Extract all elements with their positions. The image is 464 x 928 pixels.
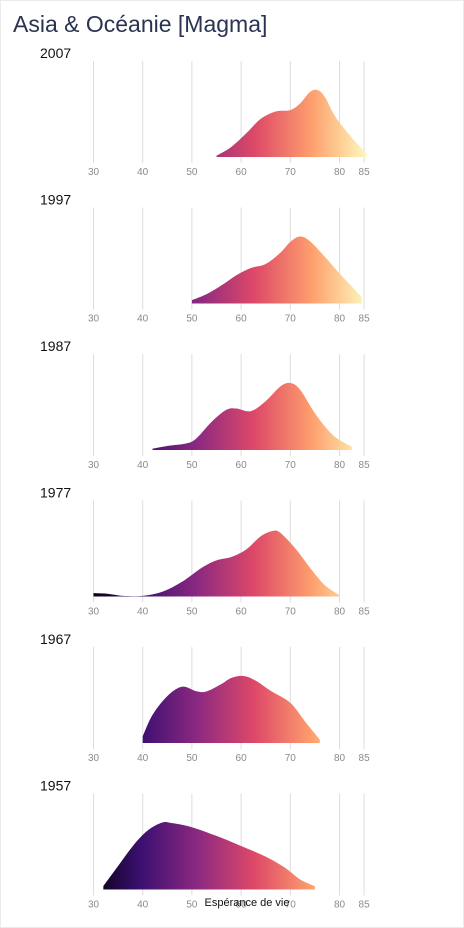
density-ridge-1987 bbox=[152, 382, 352, 450]
density-ridge-2007 bbox=[216, 89, 367, 157]
panel-year-label: 2007 bbox=[40, 45, 71, 61]
x-tick-label: 80 bbox=[334, 460, 346, 471]
x-tick-label: 85 bbox=[359, 607, 371, 618]
density-ridge-1997 bbox=[191, 236, 362, 304]
panel-1957: 1957 30 40 50 60 70 80 85 bbox=[40, 778, 370, 911]
x-tick-label: 30 bbox=[88, 167, 100, 178]
x-tick-label: 80 bbox=[334, 900, 346, 911]
x-tick-label: 40 bbox=[137, 753, 149, 764]
x-tick-label: 60 bbox=[236, 900, 248, 911]
x-tick-label: 80 bbox=[334, 167, 346, 178]
panel-year-label: 1967 bbox=[40, 631, 71, 647]
panel-year-label: 1997 bbox=[40, 192, 71, 208]
x-tick-label: 80 bbox=[334, 607, 346, 618]
x-tick-label: 40 bbox=[137, 900, 149, 911]
x-tick-label: 60 bbox=[236, 314, 248, 325]
x-tick-label: 85 bbox=[359, 753, 371, 764]
x-tick-label: 30 bbox=[88, 753, 100, 764]
chart-title: Asia & Océanie [Magma] bbox=[13, 11, 268, 37]
x-tick-label: 80 bbox=[334, 314, 346, 325]
panel-year-label: 1957 bbox=[40, 778, 71, 794]
panel-1977: 1977 30 40 50 60 70 80 85 bbox=[40, 485, 370, 618]
x-tick-label: 60 bbox=[236, 460, 248, 471]
x-tick-label: 70 bbox=[285, 607, 297, 618]
x-axis-label: Espérance de vie bbox=[205, 897, 290, 909]
x-tick-label: 60 bbox=[236, 607, 248, 618]
x-tick-label: 50 bbox=[186, 460, 198, 471]
x-tick-label: 50 bbox=[186, 607, 198, 618]
x-tick-label: 30 bbox=[88, 900, 100, 911]
density-ridge-1977 bbox=[93, 530, 340, 597]
x-tick-label: 60 bbox=[236, 167, 248, 178]
x-tick-label: 40 bbox=[137, 607, 149, 618]
density-ridge-1957 bbox=[103, 821, 315, 890]
panel-year-label: 1987 bbox=[40, 338, 71, 354]
x-tick-label: 50 bbox=[186, 900, 198, 911]
x-tick-label: 70 bbox=[285, 460, 297, 471]
panel-1987: 1987 30 40 50 60 70 80 85 bbox=[40, 338, 370, 471]
panel-year-label: 1977 bbox=[40, 485, 71, 501]
x-tick-label: 40 bbox=[137, 460, 149, 471]
x-tick-label: 85 bbox=[359, 314, 371, 325]
x-tick-label: 70 bbox=[285, 314, 297, 325]
panel-2007: 2007 30 40 50 60 70 80 85 bbox=[40, 45, 370, 178]
x-tick-label: 30 bbox=[88, 460, 100, 471]
x-tick-label: 40 bbox=[137, 167, 149, 178]
density-ridge-1967 bbox=[142, 675, 320, 743]
panel-1967: 1967 30 40 50 60 70 80 85 bbox=[40, 631, 370, 764]
x-tick-label: 50 bbox=[186, 753, 198, 764]
x-tick-label: 85 bbox=[359, 900, 371, 911]
x-tick-label: 85 bbox=[359, 167, 371, 178]
x-tick-label: 30 bbox=[88, 314, 100, 325]
x-tick-label: 50 bbox=[186, 314, 198, 325]
x-tick-label: 85 bbox=[359, 460, 371, 471]
x-tick-label: 30 bbox=[88, 607, 100, 618]
x-tick-label: 80 bbox=[334, 753, 346, 764]
x-tick-label: 40 bbox=[137, 314, 149, 325]
x-tick-label: 70 bbox=[285, 167, 297, 178]
panel-1997: 1997 30 40 50 60 70 80 85 bbox=[40, 192, 370, 325]
x-tick-label: 70 bbox=[285, 900, 297, 911]
x-tick-label: 60 bbox=[236, 753, 248, 764]
x-tick-label: 50 bbox=[186, 167, 198, 178]
x-tick-label: 70 bbox=[285, 753, 297, 764]
